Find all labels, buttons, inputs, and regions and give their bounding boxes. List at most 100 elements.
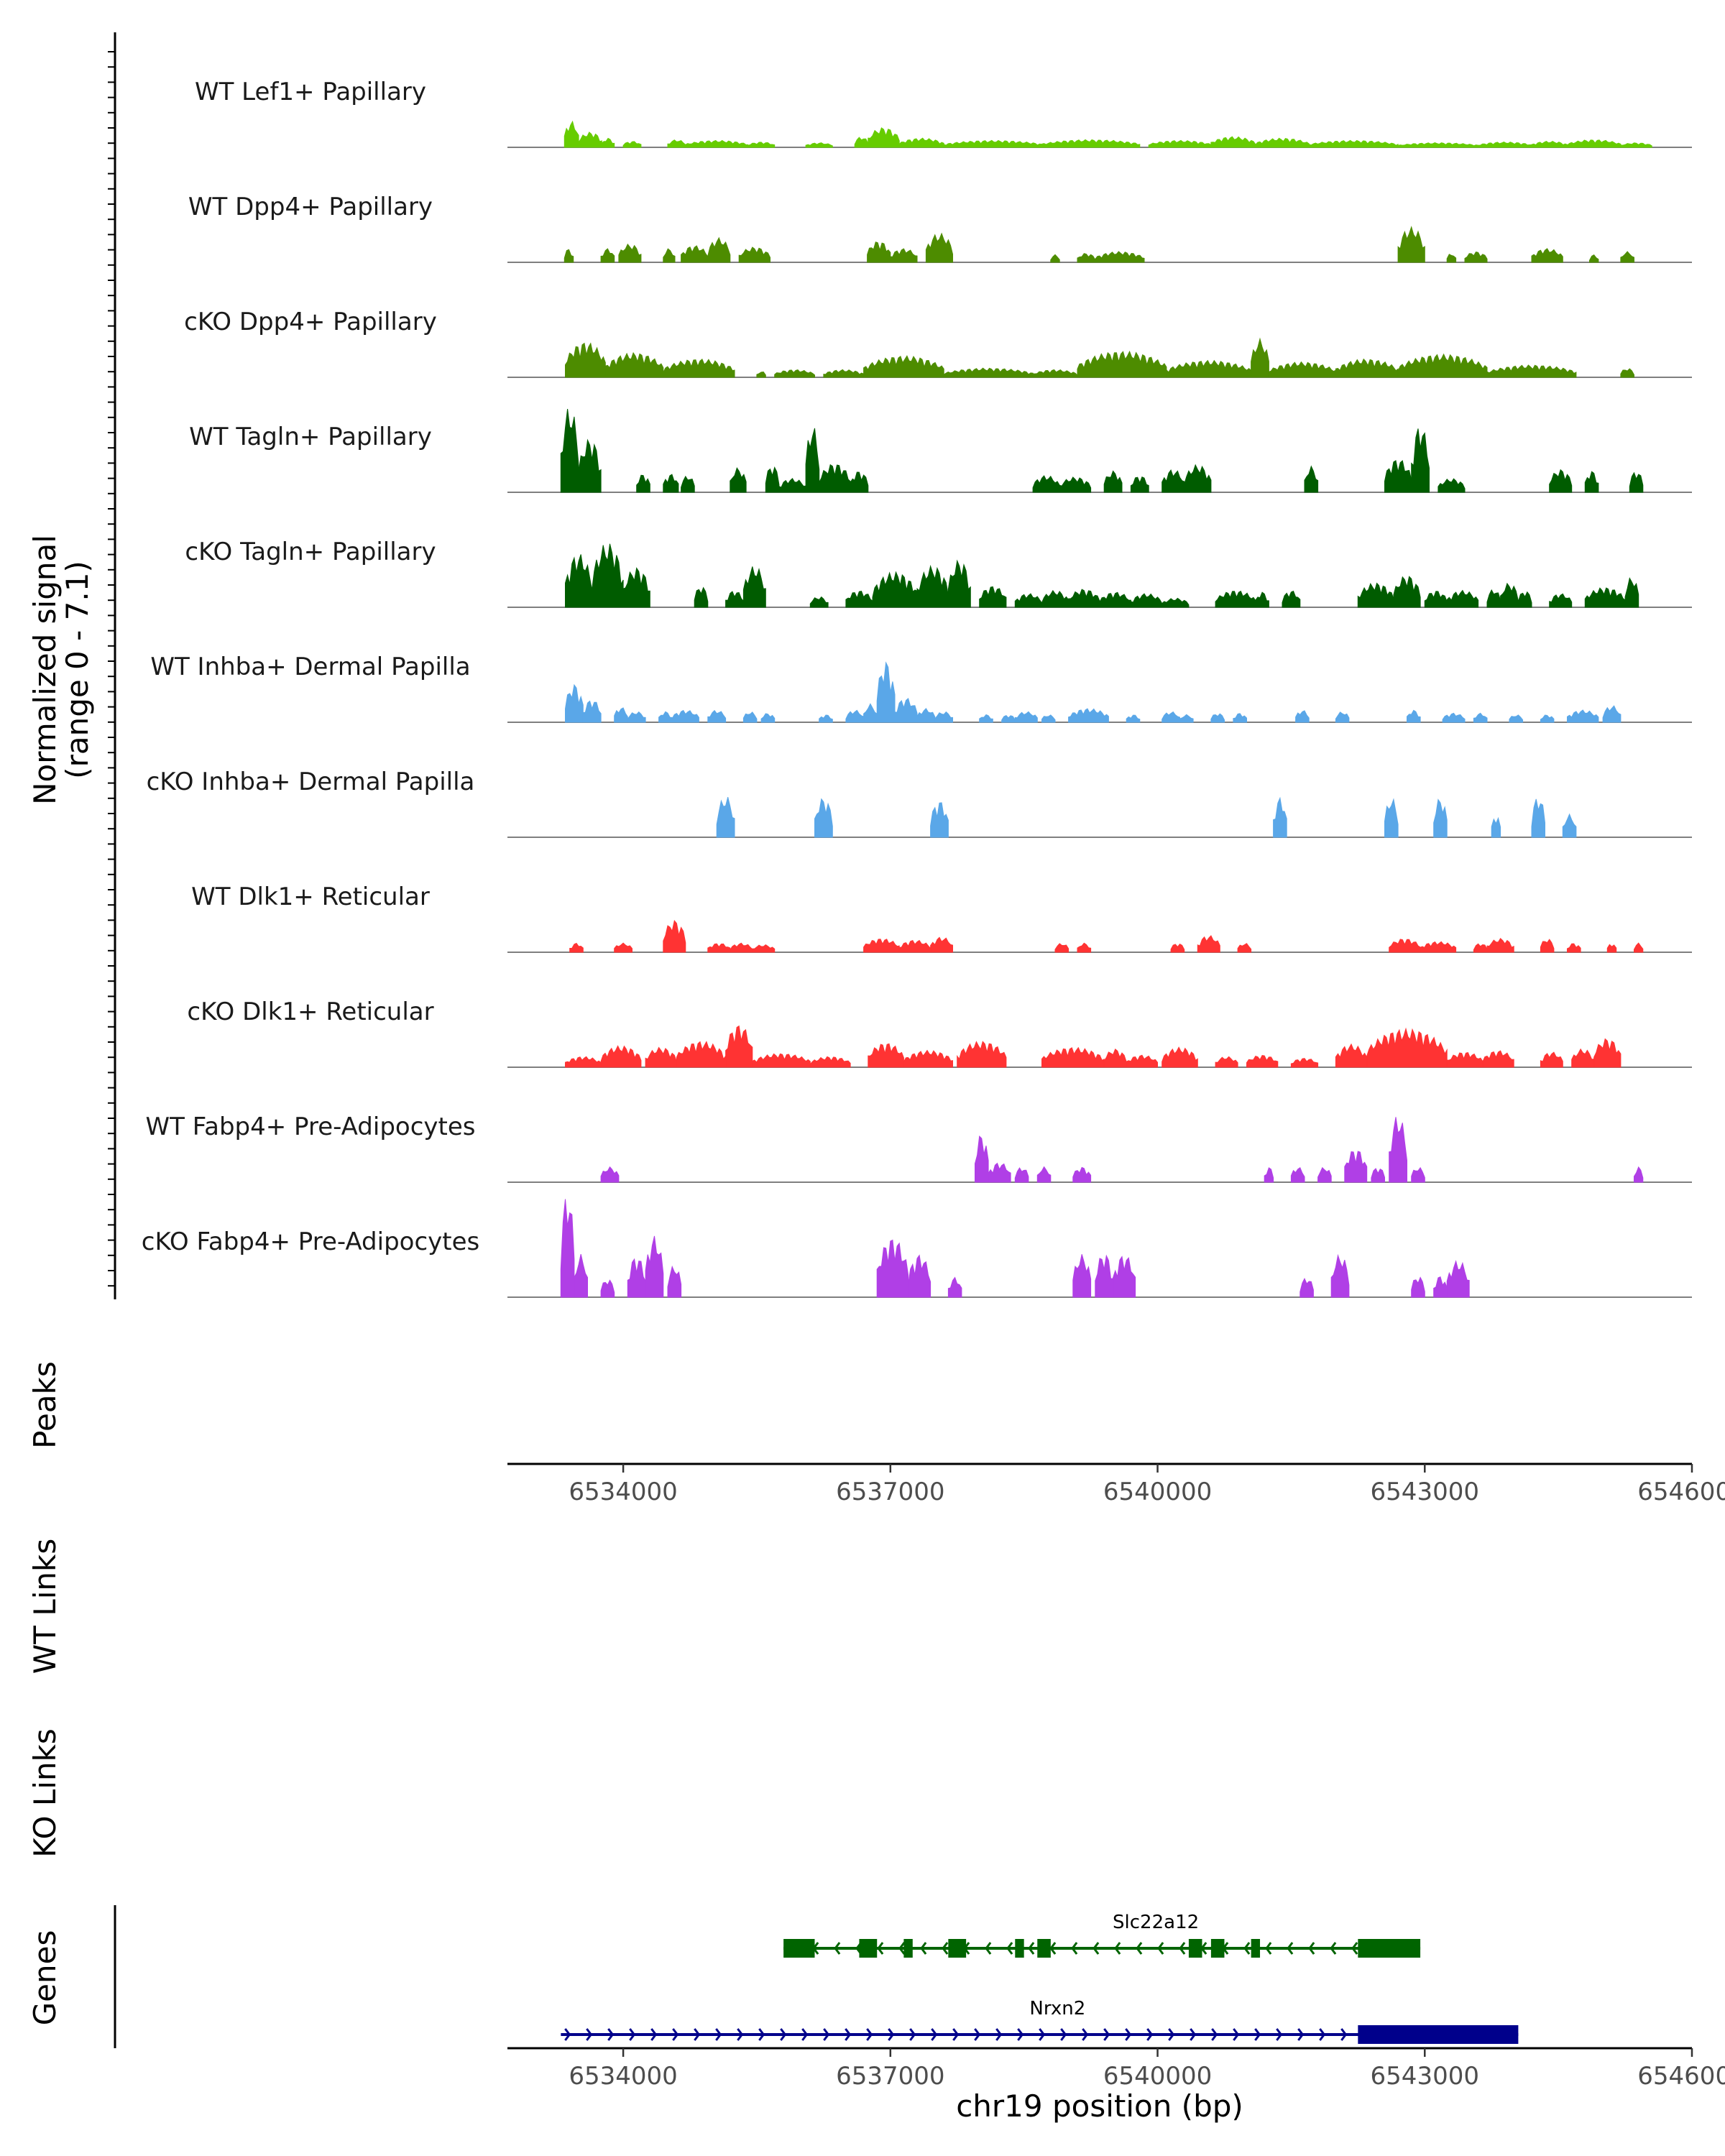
signal-peak bbox=[1268, 361, 1336, 378]
strand-arrow bbox=[1071, 1942, 1078, 1955]
signal-peak bbox=[1486, 589, 1501, 608]
signal-peak bbox=[898, 939, 932, 953]
track-label: WT Lef1+ Papillary bbox=[195, 78, 426, 106]
signal-peak bbox=[564, 120, 579, 148]
gene-name-label: Slc22a12 bbox=[1113, 1912, 1199, 1933]
signal-peak bbox=[1237, 943, 1252, 953]
signal-peak bbox=[578, 438, 602, 493]
signal-peak bbox=[1389, 939, 1421, 953]
signal-peak bbox=[1032, 369, 1078, 378]
signal-peak bbox=[1210, 713, 1225, 723]
track-label: WT Dpp4+ Papillary bbox=[188, 193, 433, 221]
gene-name-label: Nrxn2 bbox=[1029, 1998, 1085, 2019]
strand-arrow bbox=[1265, 1942, 1272, 1955]
strand-arrow bbox=[845, 2028, 852, 2041]
signal-peak bbox=[876, 1239, 909, 1298]
signal-peak bbox=[1130, 593, 1163, 608]
signal-peak bbox=[1162, 711, 1180, 723]
signal-peak bbox=[868, 127, 900, 148]
strand-arrow bbox=[1082, 2028, 1089, 2041]
signal-peak bbox=[1540, 939, 1555, 953]
signal-peak bbox=[1584, 587, 1626, 608]
signal-peak bbox=[1210, 136, 1256, 148]
signal-peak bbox=[1371, 1168, 1385, 1183]
signal-peak bbox=[774, 369, 815, 378]
genes-track-label: Genes bbox=[27, 1930, 63, 2026]
strand-arrow bbox=[629, 2028, 636, 2041]
signal-peak bbox=[663, 248, 676, 263]
signal-peak bbox=[1072, 1254, 1092, 1298]
x-tick-label: 6546000 bbox=[1637, 1478, 1725, 1506]
signal-peak bbox=[636, 474, 650, 493]
signal-peak bbox=[1215, 1056, 1238, 1068]
signal-peak bbox=[872, 571, 918, 608]
track-label: WT Inhba+ Dermal Papilla bbox=[150, 653, 470, 681]
signal-peak bbox=[685, 139, 749, 148]
signal-peak bbox=[707, 709, 727, 723]
signal-peak bbox=[645, 1046, 677, 1068]
signal-peak bbox=[681, 245, 709, 263]
strand-arrow bbox=[1103, 2028, 1110, 2041]
signal-peak bbox=[1433, 798, 1448, 838]
peaks-track-label: Peaks bbox=[27, 1361, 63, 1449]
signal-peak bbox=[582, 700, 602, 723]
signal-peak bbox=[730, 467, 747, 493]
coverage-track: WT Dlk1+ Reticular bbox=[191, 883, 1692, 953]
signal-peak bbox=[1602, 705, 1622, 723]
signal-peak bbox=[725, 591, 744, 608]
strand-arrow bbox=[898, 1942, 906, 1955]
track-label: cKO Fabp4+ Pre-Adipocytes bbox=[142, 1227, 480, 1256]
gene-models: Slc22a12 Nrxn2 bbox=[561, 1912, 1519, 2044]
signal-peak bbox=[716, 796, 735, 838]
signal-peak bbox=[578, 132, 602, 148]
genes-x-axis-ticks: 6534000 6537000 6540000 6543000 6546000 bbox=[569, 2048, 1725, 2091]
signal-peak bbox=[1433, 1276, 1448, 1298]
signal-peak bbox=[1099, 591, 1131, 608]
signal-peak bbox=[1255, 137, 1310, 148]
signal-peak bbox=[1531, 798, 1545, 838]
signal-peak bbox=[1393, 576, 1421, 608]
track-label: cKO Dpp4+ Papillary bbox=[184, 308, 437, 336]
signal-peak bbox=[765, 466, 780, 493]
signal-peak bbox=[667, 1265, 682, 1298]
signal-peak bbox=[600, 1166, 620, 1183]
signal-peak bbox=[1397, 353, 1488, 378]
signal-peak bbox=[622, 141, 642, 148]
gene-model: Slc22a12 bbox=[783, 1912, 1421, 1958]
coverage-track: WT Inhba+ Dermal Papilla bbox=[150, 653, 1692, 723]
signal-peak bbox=[1014, 711, 1038, 723]
signal-peak bbox=[1531, 248, 1563, 263]
signal-peak bbox=[565, 1056, 602, 1068]
strand-arrow bbox=[780, 2028, 787, 2041]
strand-arrow bbox=[877, 1942, 884, 1955]
strand-arrow bbox=[1297, 2028, 1305, 2041]
strand-arrow bbox=[920, 1942, 927, 1955]
signal-peak bbox=[1317, 1166, 1332, 1183]
x-tick-label: 6540000 bbox=[1103, 2062, 1212, 2091]
signal-peak bbox=[934, 711, 953, 723]
gene-exon bbox=[859, 1939, 878, 1958]
signal-peak bbox=[1215, 590, 1256, 608]
signal-peak bbox=[1473, 712, 1488, 723]
signal-peak bbox=[565, 554, 593, 608]
signal-peak bbox=[600, 248, 615, 263]
signal-peak bbox=[1001, 714, 1016, 723]
signal-peak bbox=[707, 236, 731, 263]
signal-peak bbox=[1335, 358, 1399, 378]
signal-peak bbox=[867, 241, 891, 263]
signal-peak bbox=[1549, 593, 1573, 608]
signal-peak bbox=[975, 1135, 989, 1183]
signal-peak bbox=[671, 709, 699, 723]
signal-peak bbox=[845, 591, 873, 608]
gene-exon bbox=[1210, 1939, 1225, 1958]
gene-exon bbox=[1358, 2025, 1519, 2044]
signal-peak bbox=[1126, 714, 1141, 723]
gene-exon bbox=[1037, 1939, 1051, 1958]
signal-peak bbox=[1389, 1117, 1407, 1183]
signal-peak bbox=[1620, 142, 1652, 148]
strand-arrow bbox=[1028, 1942, 1035, 1955]
signal-peak bbox=[1077, 253, 1096, 263]
signal-peak bbox=[1050, 254, 1060, 263]
strand-arrow bbox=[1125, 2028, 1132, 2041]
strand-arrow bbox=[974, 2028, 981, 2041]
